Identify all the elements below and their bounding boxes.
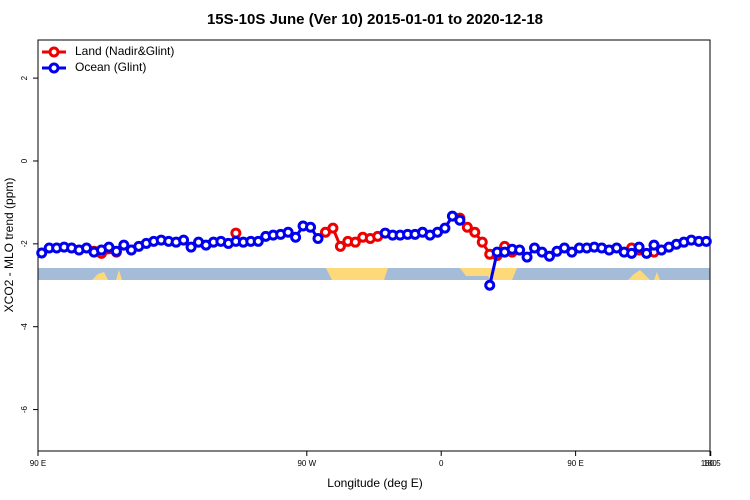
y-tick-label: -2 bbox=[20, 240, 29, 248]
data-point bbox=[327, 222, 339, 234]
data-point bbox=[349, 236, 361, 248]
data-point bbox=[312, 232, 324, 244]
land-ocean-band bbox=[38, 268, 710, 280]
x-tick-label: 180.5 bbox=[701, 459, 722, 468]
x-tick-label: 0 bbox=[439, 459, 444, 468]
data-point bbox=[641, 247, 653, 259]
data-point bbox=[118, 239, 130, 251]
data-point bbox=[439, 222, 451, 234]
data-point bbox=[700, 235, 712, 247]
data-point bbox=[648, 239, 660, 251]
land-patch bbox=[628, 270, 650, 280]
data-point bbox=[469, 226, 481, 238]
data-point bbox=[543, 250, 555, 262]
data-point bbox=[290, 231, 302, 243]
x-tick-label: 90 E bbox=[567, 459, 583, 468]
data-point bbox=[334, 240, 346, 252]
data-point bbox=[476, 236, 488, 248]
data-point bbox=[185, 241, 197, 253]
x-tick-label: 180 bbox=[703, 459, 717, 468]
land-patch bbox=[116, 270, 122, 280]
legend-marker bbox=[48, 46, 60, 58]
legend-label: Ocean (Glint) bbox=[75, 60, 146, 74]
x-tick-label: 90 E bbox=[30, 459, 46, 468]
data-point bbox=[626, 247, 638, 259]
x-axis-label: Longitude (deg E) bbox=[327, 476, 422, 490]
land-patch bbox=[460, 268, 517, 280]
legend-label: Land (Nadir&Glint) bbox=[75, 44, 174, 58]
data-point bbox=[521, 251, 533, 263]
legend-marker bbox=[48, 62, 60, 74]
data-point bbox=[633, 241, 645, 253]
data-point bbox=[178, 234, 190, 246]
data-point bbox=[252, 235, 264, 247]
land-patch bbox=[654, 272, 660, 280]
data-point bbox=[305, 221, 317, 233]
data-point bbox=[514, 244, 526, 256]
data-point bbox=[36, 247, 48, 259]
y-tick-label: 2 bbox=[20, 75, 29, 80]
y-tick-label: -4 bbox=[20, 323, 29, 331]
y-axis-label: XCO2 - MLO trend (ppm) bbox=[2, 178, 16, 313]
x-tick-label: 90 W bbox=[297, 459, 316, 468]
chart-title: 15S-10S June (Ver 10) 2015-01-01 to 2020… bbox=[207, 11, 543, 28]
land-patch bbox=[326, 268, 388, 280]
data-point bbox=[282, 226, 294, 238]
y-tick-label: 0 bbox=[20, 158, 29, 163]
y-tick-label: -6 bbox=[20, 405, 29, 413]
data-point bbox=[461, 221, 473, 233]
plot-frame bbox=[37, 39, 711, 452]
data-point bbox=[110, 245, 122, 257]
data-point bbox=[484, 279, 496, 291]
data-point bbox=[454, 214, 466, 226]
land-patch bbox=[92, 272, 108, 280]
